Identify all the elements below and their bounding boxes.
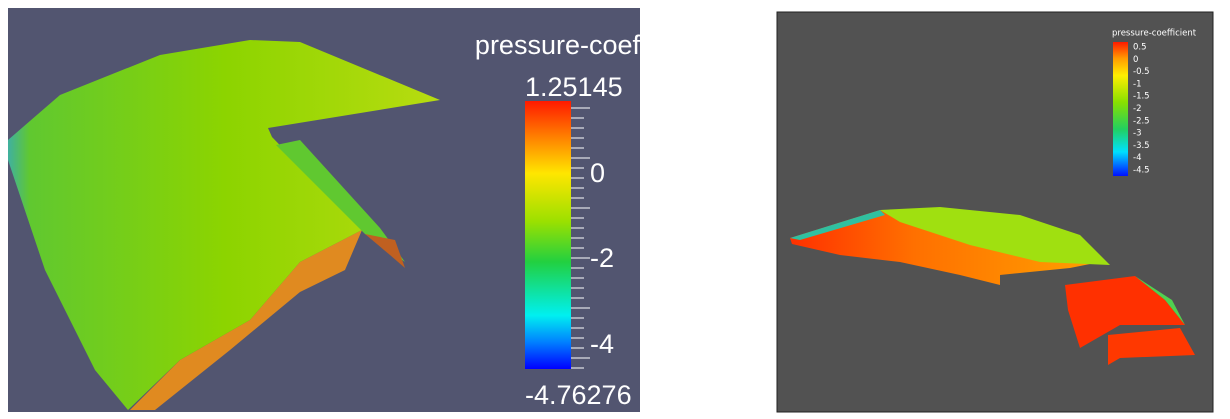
tick-label: -4: [590, 329, 614, 359]
colorbar-max: 1.25145: [525, 72, 623, 102]
tick-label: -2.5: [1133, 116, 1150, 126]
tick-label: -2: [1133, 104, 1141, 114]
tick-label: -0.5: [1133, 67, 1150, 77]
left-view: pressure-coef 1.25145 0 -2 -4 -4.76276: [8, 8, 640, 412]
tick-label: -4.5: [1133, 166, 1150, 176]
colorbar-title: pressure-coef: [475, 30, 641, 60]
right-view: pressure-coefficient 0.5 0 -0.5 -1 -1.5 -2 -2.…: [777, 12, 1213, 412]
page: pressure-coef 1.25145 0 -2 -4 -4.76276 pre…: [0, 0, 1230, 415]
tick-label: -4: [1133, 153, 1141, 163]
tick-label: -3: [1133, 129, 1141, 139]
tick-label: 0.5: [1133, 43, 1147, 53]
tick-label: 0: [1133, 55, 1138, 65]
colorbar-min: -4.76276: [525, 380, 632, 410]
tick-label: -1: [1133, 79, 1141, 89]
tick-label: 0: [590, 158, 605, 188]
tick-label: -2: [590, 243, 614, 273]
tick-label: -3.5: [1133, 141, 1150, 151]
colorbar: [1113, 42, 1128, 176]
tick-label: -1.5: [1133, 92, 1150, 102]
colorbar: [525, 101, 571, 369]
colorbar-title: pressure-coefficient: [1112, 29, 1197, 39]
